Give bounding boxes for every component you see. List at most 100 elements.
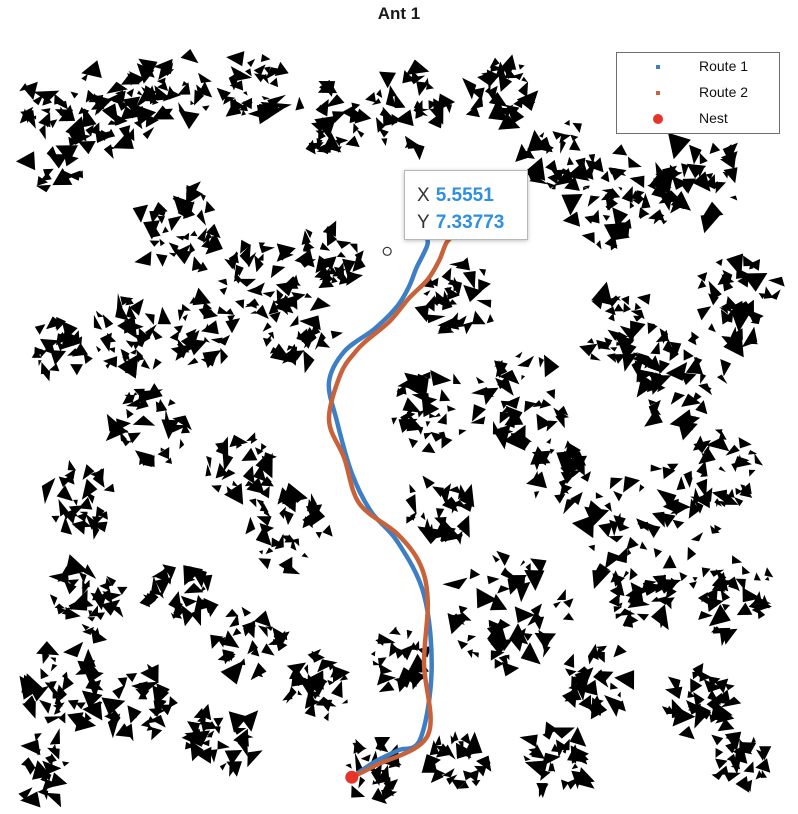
obstacle <box>700 213 722 234</box>
obstacle <box>85 124 94 137</box>
obstacle <box>579 749 589 762</box>
obstacle <box>657 384 666 393</box>
obstacle <box>598 342 611 350</box>
obstacle <box>471 404 486 422</box>
obstacle <box>381 789 398 801</box>
obstacle <box>330 330 343 339</box>
obstacle <box>260 486 270 499</box>
obstacle <box>75 661 100 675</box>
obstacle <box>64 554 88 577</box>
legend-label-nest: Nest <box>699 110 728 126</box>
obstacle <box>709 569 725 577</box>
obstacle <box>720 309 733 325</box>
obstacle <box>351 785 366 798</box>
obstacle <box>609 585 621 597</box>
obstacle <box>481 756 491 765</box>
obstacle <box>90 627 108 644</box>
obstacle <box>697 306 712 321</box>
obstacle <box>613 606 623 613</box>
obstacle <box>416 81 429 96</box>
obstacle <box>38 112 51 128</box>
obstacle <box>406 629 413 640</box>
obstacle <box>375 117 386 133</box>
obstacle <box>213 717 224 727</box>
obstacle <box>456 515 470 538</box>
obstacle <box>263 66 271 74</box>
data-tip-anchor[interactable] <box>382 246 392 256</box>
legend-item-route-2[interactable]: Route 2 <box>617 83 779 103</box>
obstacle <box>437 326 455 334</box>
obstacle <box>630 190 647 201</box>
obstacle <box>442 577 468 590</box>
obstacle <box>755 749 766 761</box>
obstacle <box>332 665 350 683</box>
obstacle <box>474 765 487 777</box>
obstacle <box>699 152 708 165</box>
obstacle <box>442 768 455 778</box>
obstacle <box>167 399 176 406</box>
legend-item-route-1[interactable]: Route 1 <box>617 57 779 77</box>
obstacle <box>233 273 242 282</box>
obstacle <box>518 64 525 70</box>
obstacle <box>199 193 206 201</box>
data-tip-y-label: Y <box>417 212 430 233</box>
obstacle <box>709 142 721 154</box>
obstacle <box>512 72 524 81</box>
obstacle <box>122 354 130 361</box>
obstacle <box>82 580 88 596</box>
obstacle <box>194 89 205 106</box>
obstacle <box>247 640 259 655</box>
obstacle <box>411 70 420 78</box>
obstacle <box>665 686 683 699</box>
obstacle <box>677 501 692 512</box>
obstacle <box>256 282 265 293</box>
data-tip[interactable]: X 5.5551 Y 7.33773 <box>404 170 528 240</box>
obstacle <box>132 204 149 223</box>
obstacle <box>394 92 406 109</box>
obstacle <box>64 171 75 180</box>
obstacle <box>449 312 459 323</box>
obstacle <box>265 626 273 631</box>
obstacle <box>737 274 749 288</box>
obstacle <box>715 258 723 266</box>
obstacle <box>158 704 173 716</box>
obstacle <box>601 188 613 194</box>
obstacle <box>692 435 706 451</box>
obstacle <box>112 130 134 149</box>
obstacle <box>456 530 463 545</box>
obstacle <box>305 228 313 239</box>
obstacle <box>534 632 557 649</box>
obstacle <box>467 634 477 642</box>
obstacle <box>371 98 381 106</box>
obstacle <box>676 476 686 491</box>
obstacle <box>250 647 260 657</box>
obstacle <box>608 296 621 308</box>
obstacle <box>769 289 781 300</box>
obstacle <box>751 605 760 614</box>
obstacle <box>203 323 210 332</box>
obstacle <box>290 538 297 551</box>
chart-title: Ant 1 <box>377 4 421 23</box>
obstacle <box>521 375 526 380</box>
obstacle <box>447 405 457 412</box>
obstacle <box>173 325 183 334</box>
obstacle <box>326 143 334 152</box>
obstacle <box>190 740 204 762</box>
obstacle <box>140 359 150 369</box>
obstacle <box>497 585 511 594</box>
obstacle <box>719 627 731 647</box>
obstacle <box>681 163 689 178</box>
obstacle <box>253 64 266 76</box>
nest-marker[interactable] <box>345 770 359 784</box>
obstacle <box>734 497 744 507</box>
obstacle <box>440 483 452 506</box>
obstacle <box>608 313 615 322</box>
legend-item-nest[interactable]: Nest <box>617 109 779 129</box>
obstacle <box>244 454 254 459</box>
obstacle <box>631 357 644 378</box>
obstacle <box>129 298 144 316</box>
obstacle <box>51 515 60 523</box>
legend[interactable]: Route 1 Route 2 Nest <box>616 52 780 134</box>
obstacle <box>516 581 531 603</box>
obstacle <box>411 640 420 650</box>
